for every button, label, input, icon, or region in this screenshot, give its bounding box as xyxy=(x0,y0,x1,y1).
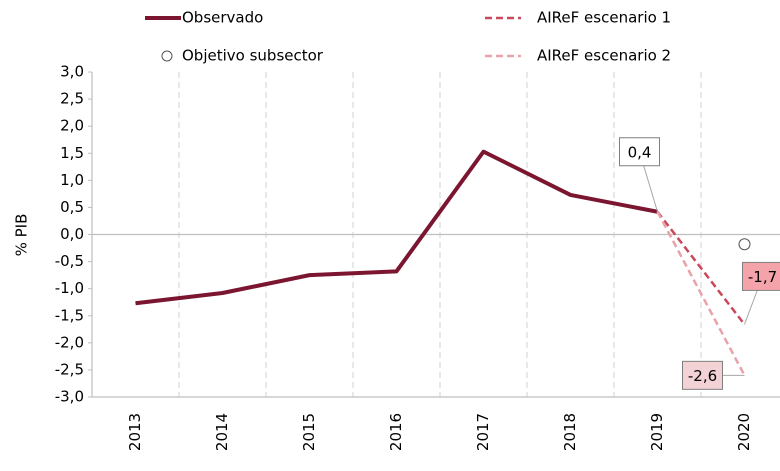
y-tick-label: -0,5 xyxy=(55,252,84,270)
x-tick-label: 2013 xyxy=(126,413,144,451)
series-line xyxy=(656,210,746,326)
legend-marker xyxy=(161,50,173,62)
y-tick-label: -2,5 xyxy=(55,360,84,378)
legend-label: AIReF escenario 2 xyxy=(537,47,671,65)
x-tick-label: 2016 xyxy=(387,413,405,451)
legend-label: AIReF escenario 1 xyxy=(537,9,671,27)
x-tick-label: 2019 xyxy=(648,413,666,451)
target-marker xyxy=(738,238,751,251)
y-tick-label: 2,0 xyxy=(60,117,84,135)
legend-label: Objetivo subsector xyxy=(182,47,324,65)
y-tick-label: 0,0 xyxy=(60,225,84,243)
value-label: 0,4 xyxy=(628,143,652,161)
value-label: -2,6 xyxy=(688,367,717,385)
y-tick-label: 2,5 xyxy=(60,90,84,108)
y-axis-label: % PIB xyxy=(13,214,31,257)
value-label-box xyxy=(742,261,780,291)
y-tick-label: -2,0 xyxy=(55,333,84,351)
y-tick-label: -1,5 xyxy=(55,306,84,324)
y-tick-label: 3,0 xyxy=(60,63,84,81)
y-tick-label: -1,0 xyxy=(55,279,84,297)
x-tick-label: 2017 xyxy=(474,413,492,451)
series-line xyxy=(135,149,658,306)
value-label: -1,7 xyxy=(748,268,777,286)
series-line xyxy=(656,211,746,376)
value-label-box xyxy=(619,137,660,167)
y-tick-label: -3,0 xyxy=(55,388,84,406)
legend-label: Observado xyxy=(182,9,263,27)
x-tick-label: 2018 xyxy=(561,413,579,451)
x-tick-label: 2020 xyxy=(735,413,753,451)
y-tick-label: 1,5 xyxy=(60,144,84,162)
value-label-box xyxy=(682,360,723,390)
y-tick-label: 1,0 xyxy=(60,171,84,189)
y-tick-label: 0,5 xyxy=(60,198,84,216)
x-tick-label: 2015 xyxy=(300,413,318,451)
x-tick-label: 2014 xyxy=(213,413,231,451)
